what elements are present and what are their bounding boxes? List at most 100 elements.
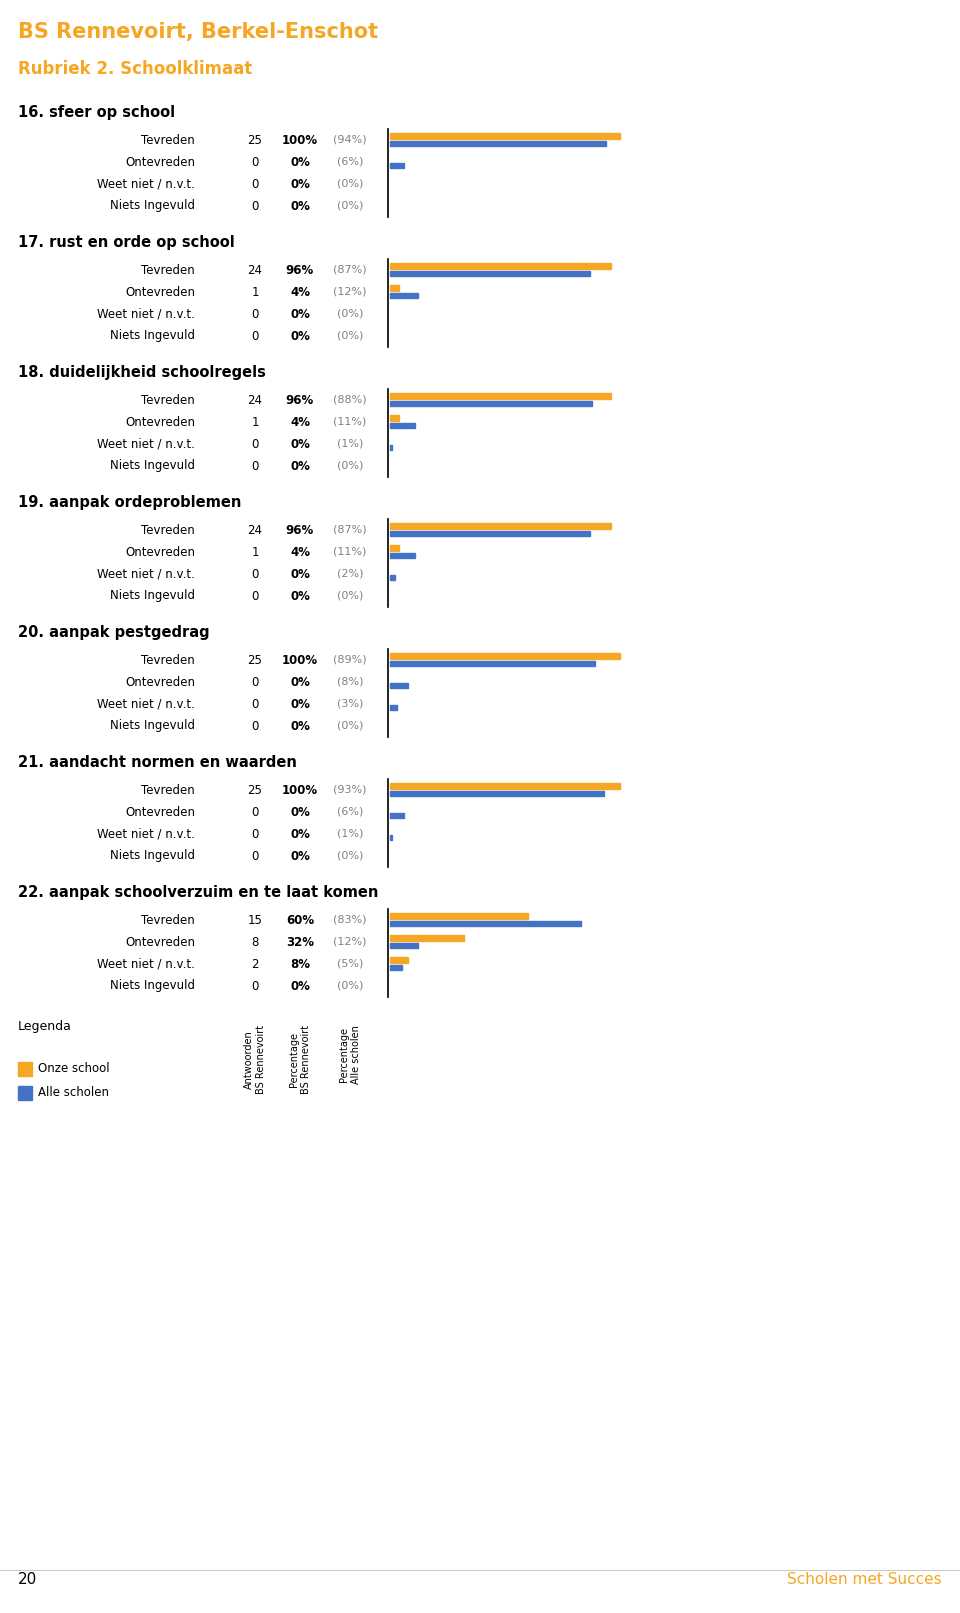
Bar xyxy=(18,1086,32,1100)
Text: 0%: 0% xyxy=(290,177,310,190)
Bar xyxy=(390,132,620,139)
Text: 0: 0 xyxy=(252,676,258,689)
Text: (87%): (87%) xyxy=(333,265,367,274)
Text: Tevreden: Tevreden xyxy=(141,394,195,406)
Text: (0%): (0%) xyxy=(337,590,363,602)
Bar xyxy=(390,402,592,406)
Text: 0%: 0% xyxy=(290,589,310,603)
Text: Ontevreden: Ontevreden xyxy=(125,676,195,689)
Bar xyxy=(390,682,408,689)
Text: (87%): (87%) xyxy=(333,524,367,536)
Text: (0%): (0%) xyxy=(337,331,363,340)
Text: Niets Ingevuld: Niets Ingevuld xyxy=(110,329,195,342)
Text: 0%: 0% xyxy=(290,329,310,342)
Bar xyxy=(390,394,611,398)
Text: Legenda: Legenda xyxy=(18,1019,72,1032)
Text: 18. duidelijkheid schoolregels: 18. duidelijkheid schoolregels xyxy=(18,365,266,381)
Bar xyxy=(390,836,393,840)
Text: Niets Ingevuld: Niets Ingevuld xyxy=(110,200,195,213)
Bar xyxy=(390,653,620,660)
Text: 0%: 0% xyxy=(290,697,310,710)
Text: (11%): (11%) xyxy=(333,418,367,427)
Text: Tevreden: Tevreden xyxy=(141,524,195,537)
Text: 4%: 4% xyxy=(290,416,310,429)
Text: 100%: 100% xyxy=(282,134,318,147)
Bar xyxy=(390,944,418,948)
Text: (5%): (5%) xyxy=(337,960,363,969)
Text: 0%: 0% xyxy=(290,979,310,992)
Bar xyxy=(390,523,611,529)
Text: (94%): (94%) xyxy=(333,135,367,145)
Text: 24: 24 xyxy=(248,524,262,537)
Text: 96%: 96% xyxy=(286,263,314,276)
Text: (89%): (89%) xyxy=(333,655,367,665)
Text: 0: 0 xyxy=(252,697,258,710)
Text: (11%): (11%) xyxy=(333,547,367,556)
Text: 1: 1 xyxy=(252,286,259,298)
Text: Weet niet / n.v.t.: Weet niet / n.v.t. xyxy=(97,437,195,450)
Text: Niets Ingevuld: Niets Ingevuld xyxy=(110,589,195,603)
Text: Scholen met Succes: Scholen met Succes xyxy=(787,1573,942,1587)
Text: 0: 0 xyxy=(252,460,258,473)
Bar xyxy=(390,705,396,710)
Text: (8%): (8%) xyxy=(337,677,363,687)
Bar xyxy=(390,957,408,963)
Text: Alle scholen: Alle scholen xyxy=(38,1087,109,1100)
Text: Percentage
BS Rennevoirt: Percentage BS Rennevoirt xyxy=(289,1024,311,1094)
Text: Tevreden: Tevreden xyxy=(141,653,195,666)
Text: 0%: 0% xyxy=(290,805,310,818)
Bar xyxy=(390,790,604,795)
Text: 0%: 0% xyxy=(290,827,310,840)
Bar xyxy=(390,286,399,290)
Bar xyxy=(390,294,418,298)
Text: Weet niet / n.v.t.: Weet niet / n.v.t. xyxy=(97,177,195,190)
Bar xyxy=(390,271,590,276)
Text: 21. aandacht normen en waarden: 21. aandacht normen en waarden xyxy=(18,755,297,769)
Bar xyxy=(390,921,581,926)
Text: 0: 0 xyxy=(252,719,258,732)
Text: (88%): (88%) xyxy=(333,395,367,405)
Bar xyxy=(390,545,399,552)
Text: Ontevreden: Ontevreden xyxy=(125,805,195,818)
Text: (0%): (0%) xyxy=(337,461,363,471)
Text: 0: 0 xyxy=(252,979,258,992)
Text: 0%: 0% xyxy=(290,200,310,213)
Text: (6%): (6%) xyxy=(337,156,363,168)
Text: Ontevreden: Ontevreden xyxy=(125,155,195,168)
Text: Weet niet / n.v.t.: Weet niet / n.v.t. xyxy=(97,827,195,840)
Text: 96%: 96% xyxy=(286,394,314,406)
Bar xyxy=(390,163,404,168)
Text: Rubriek 2. Schoolklimaat: Rubriek 2. Schoolklimaat xyxy=(18,60,252,77)
Text: Ontevreden: Ontevreden xyxy=(125,936,195,948)
Text: (12%): (12%) xyxy=(333,287,367,297)
Text: Ontevreden: Ontevreden xyxy=(125,286,195,298)
Text: 0%: 0% xyxy=(290,676,310,689)
Bar xyxy=(390,574,395,581)
Text: (6%): (6%) xyxy=(337,806,363,818)
Text: 25: 25 xyxy=(248,134,262,147)
Text: 0%: 0% xyxy=(290,568,310,581)
Text: Weet niet / n.v.t.: Weet niet / n.v.t. xyxy=(97,697,195,710)
Text: 15: 15 xyxy=(248,913,262,926)
Text: Onze school: Onze school xyxy=(38,1063,109,1076)
Text: (93%): (93%) xyxy=(333,786,367,795)
Text: 24: 24 xyxy=(248,394,262,406)
Text: Ontevreden: Ontevreden xyxy=(125,545,195,558)
Bar xyxy=(390,423,416,427)
Bar xyxy=(390,415,399,421)
Text: 0%: 0% xyxy=(290,850,310,863)
Text: 17. rust en orde op school: 17. rust en orde op school xyxy=(18,235,235,250)
Text: 25: 25 xyxy=(248,784,262,797)
Text: 25: 25 xyxy=(248,653,262,666)
Text: Weet niet / n.v.t.: Weet niet / n.v.t. xyxy=(97,308,195,321)
Text: 60%: 60% xyxy=(286,913,314,926)
Text: Niets Ingevuld: Niets Ingevuld xyxy=(110,979,195,992)
Text: 2: 2 xyxy=(252,958,259,971)
Text: 0: 0 xyxy=(252,329,258,342)
Text: 0%: 0% xyxy=(290,308,310,321)
Text: Ontevreden: Ontevreden xyxy=(125,416,195,429)
Text: (0%): (0%) xyxy=(337,179,363,189)
Bar xyxy=(390,965,401,969)
Bar xyxy=(390,263,611,269)
Text: 96%: 96% xyxy=(286,524,314,537)
